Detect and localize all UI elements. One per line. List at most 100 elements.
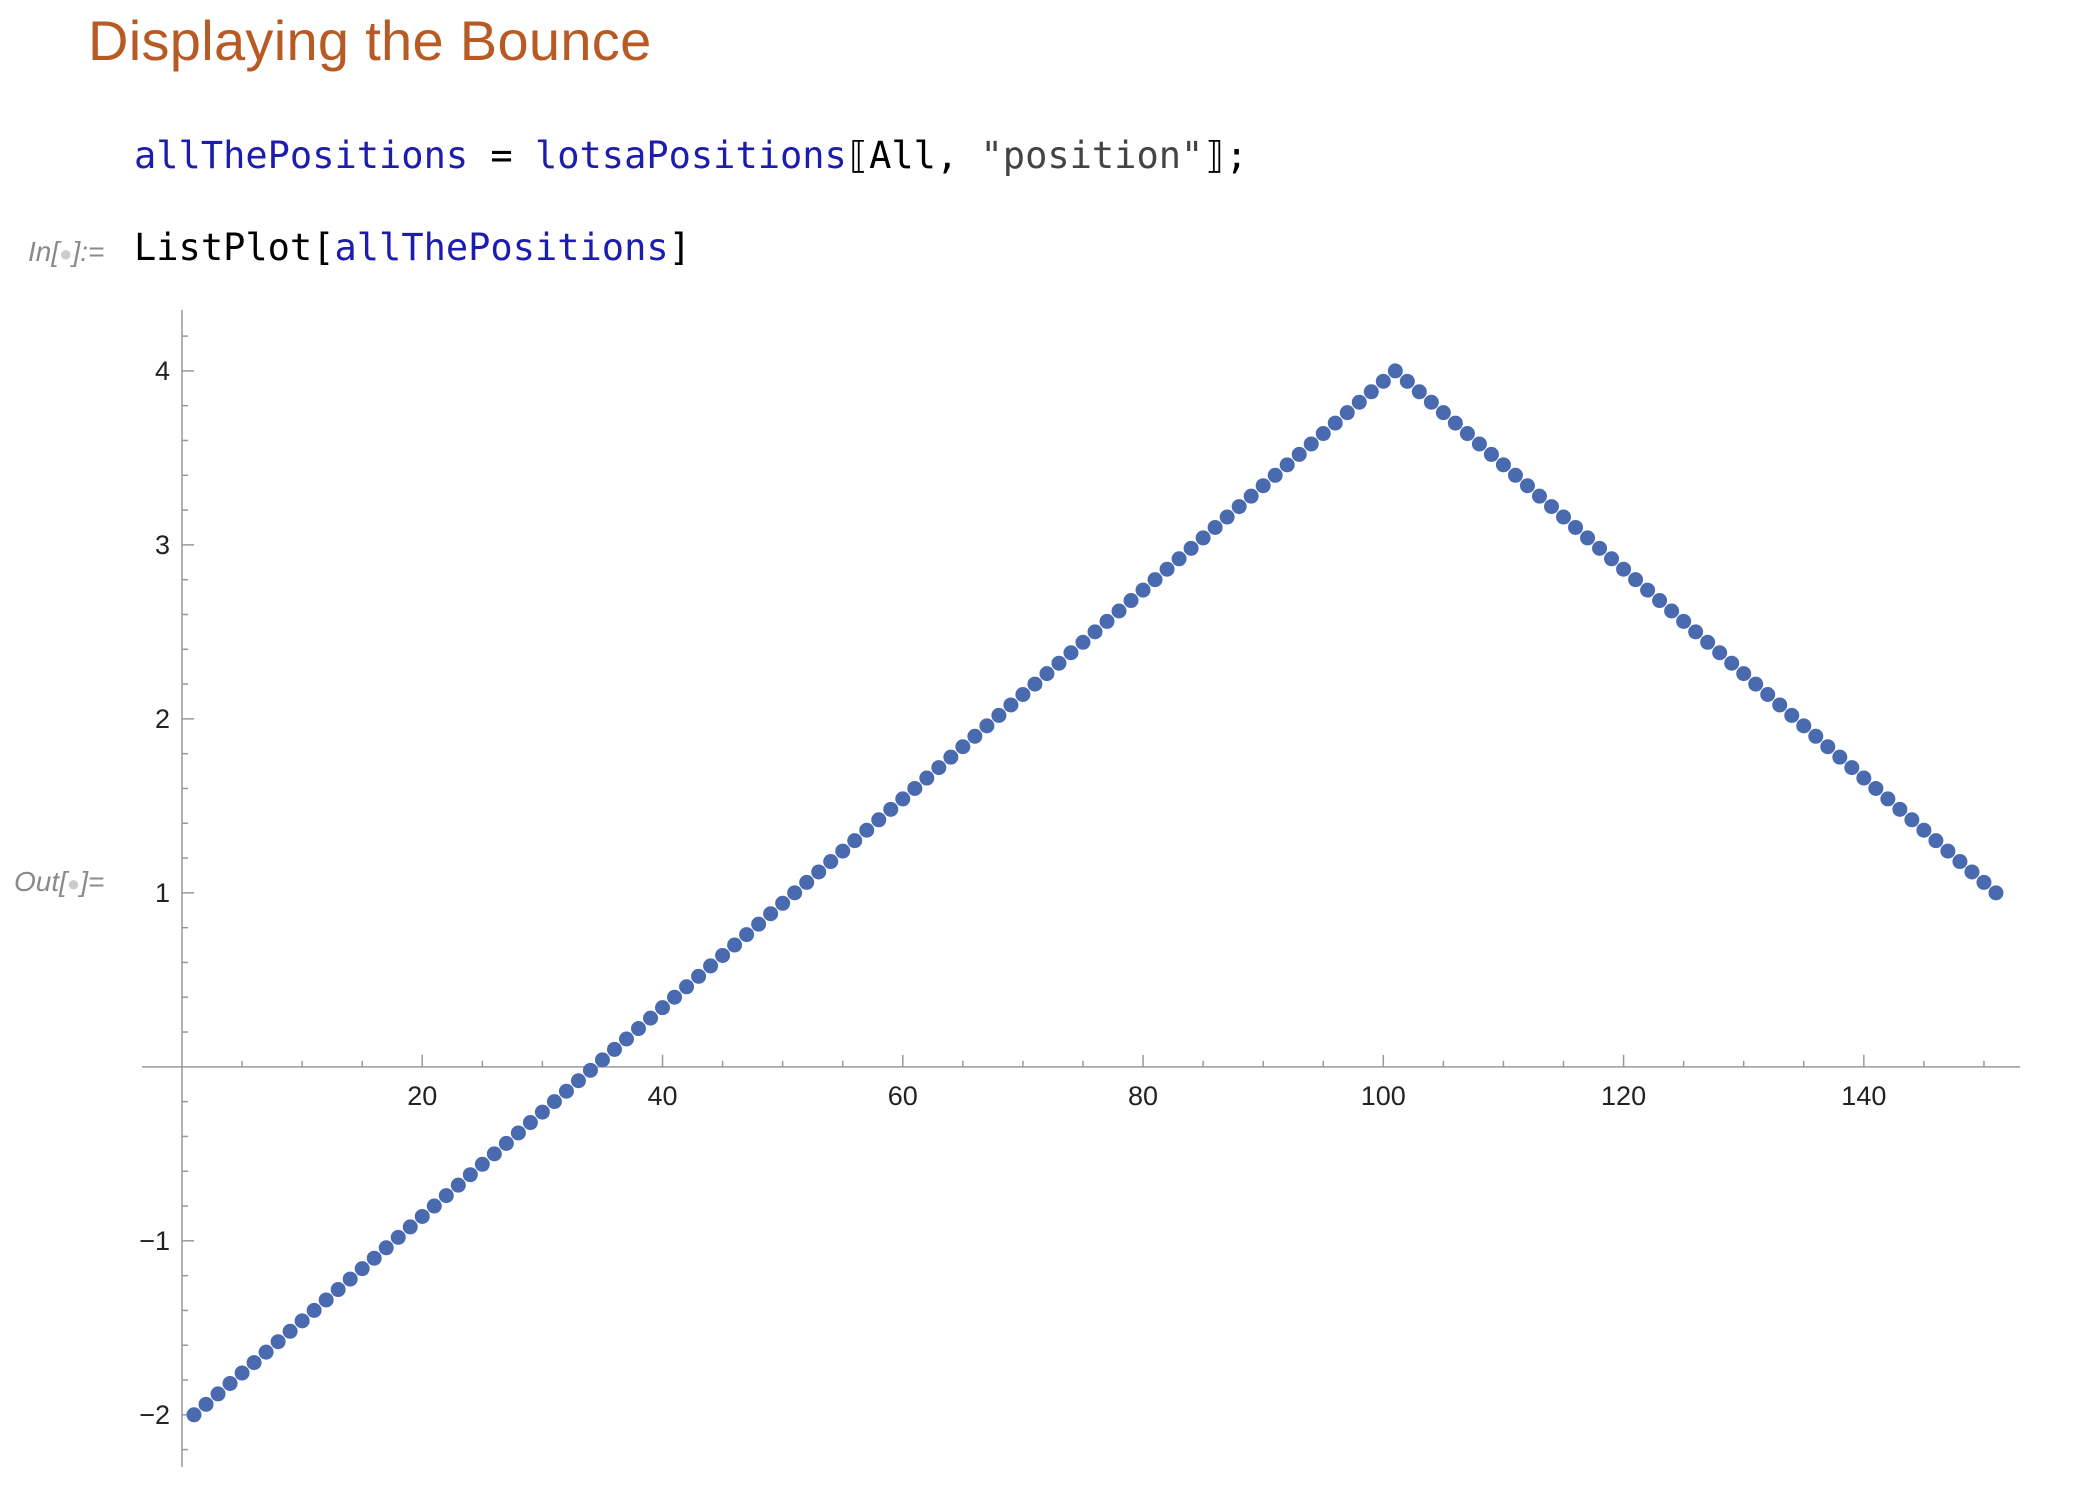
data-point: [1075, 634, 1091, 650]
data-point: [1736, 666, 1752, 682]
part-open-bracket: ⟦: [846, 134, 870, 177]
data-point: [630, 1021, 646, 1037]
data-point: [1195, 530, 1211, 546]
data-point: [1483, 446, 1499, 462]
data-point: [763, 906, 779, 922]
data-point: [1111, 603, 1127, 619]
data-point: [294, 1313, 310, 1329]
assign-operator: =: [468, 134, 535, 177]
assignment-cell[interactable]: allThePositions = lotsaPositions⟦All, "p…: [134, 134, 1248, 177]
data-point: [306, 1302, 322, 1318]
data-point: [871, 812, 887, 828]
data-point: [1543, 499, 1559, 515]
data-point: [1123, 593, 1139, 609]
data-point: [1243, 488, 1259, 504]
part-arg-all: All: [869, 134, 936, 177]
data-point: [1724, 655, 1740, 671]
func-open-bracket: [: [312, 226, 335, 269]
input-cell[interactable]: ListPlot[allThePositions]: [134, 226, 691, 269]
data-point: [1856, 770, 1872, 786]
data-point: [955, 739, 971, 755]
data-point: [703, 958, 719, 974]
data-point: [1676, 613, 1692, 629]
data-point: [859, 822, 875, 838]
data-point: [1231, 499, 1247, 515]
data-point: [967, 728, 983, 744]
data-point: [1904, 812, 1920, 828]
data-point: [594, 1052, 610, 1068]
data-point: [1447, 415, 1463, 431]
data-point: [270, 1334, 286, 1350]
data-point: [1255, 478, 1271, 494]
data-point: [282, 1323, 298, 1339]
data-point: [1519, 478, 1535, 494]
data-point: [1351, 394, 1367, 410]
data-point: [943, 749, 959, 765]
part-close-bracket: ⟧;: [1203, 134, 1248, 177]
data-point: [991, 707, 1007, 723]
data-point: [1700, 634, 1716, 650]
data-point: [1387, 363, 1403, 379]
data-point: [330, 1282, 346, 1298]
part-arg-string: "position": [980, 134, 1204, 177]
data-point: [618, 1031, 634, 1047]
data-point: [1015, 687, 1031, 703]
data-point: [366, 1250, 382, 1266]
data-point: [679, 979, 695, 995]
data-point: [498, 1135, 514, 1151]
data-point: [1087, 624, 1103, 640]
data-point: [414, 1208, 430, 1224]
data-point: [318, 1292, 334, 1308]
data-point: [1868, 780, 1884, 796]
x-tick-label: 100: [1361, 1081, 1406, 1111]
data-point: [1832, 749, 1848, 765]
data-point: [739, 927, 755, 943]
data-point: [1507, 467, 1523, 483]
var-symbol: allThePositions: [134, 134, 469, 177]
data-point: [1183, 540, 1199, 556]
data-point: [510, 1125, 526, 1141]
data-point: [486, 1146, 502, 1162]
data-point: [1039, 666, 1055, 682]
data-point: [751, 916, 767, 932]
data-point: [1604, 551, 1620, 567]
data-point: [1063, 645, 1079, 661]
data-point: [378, 1240, 394, 1256]
data-point: [1423, 394, 1439, 410]
data-point: [1267, 467, 1283, 483]
data-point: [811, 864, 827, 880]
data-point: [1171, 551, 1187, 567]
data-point: [691, 968, 707, 984]
data-point: [775, 895, 791, 911]
data-point: [546, 1094, 562, 1110]
data-point: [1556, 509, 1572, 525]
out-label-suffix: ]=: [80, 866, 105, 897]
data-point: [1580, 530, 1596, 546]
data-point: [1147, 572, 1163, 588]
data-point: [1399, 373, 1415, 389]
data-point: [1844, 760, 1860, 776]
data-point: [1459, 426, 1475, 442]
data-point: [198, 1396, 214, 1412]
out-label-prefix: Out[: [14, 866, 67, 897]
data-point: [450, 1177, 466, 1193]
data-point: [1784, 707, 1800, 723]
in-label-suffix: ]:=: [72, 236, 105, 267]
data-point: [655, 1000, 671, 1016]
data-point: [222, 1375, 238, 1391]
data-point: [606, 1041, 622, 1057]
data-point: [1616, 561, 1632, 577]
data-point: [522, 1115, 538, 1131]
data-point: [354, 1261, 370, 1277]
y-tick-label: 3: [155, 530, 170, 560]
x-tick-label: 20: [407, 1081, 437, 1111]
data-point: [1796, 718, 1812, 734]
data-point: [727, 937, 743, 953]
data-point: [1159, 561, 1175, 577]
data-point: [1760, 687, 1776, 703]
x-tick-label: 60: [888, 1081, 918, 1111]
data-point: [1988, 885, 2004, 901]
y-tick-label: 1: [155, 878, 170, 908]
data-point: [883, 801, 899, 817]
